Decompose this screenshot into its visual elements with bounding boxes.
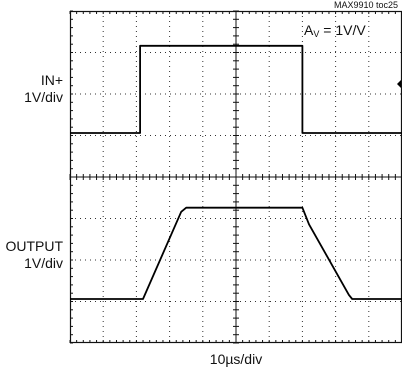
graticule <box>69 10 402 344</box>
timebase-label: 10µs/div <box>209 351 263 367</box>
waveform-traces <box>70 44 402 300</box>
channel-2-scale: 1V/div <box>24 255 63 271</box>
channel-2-label: OUTPUT 1V/div <box>5 238 63 272</box>
channel-1-name: IN+ <box>40 72 63 88</box>
channel-2-name: OUTPUT <box>5 238 63 254</box>
figure-id: MAX9910 toc25 <box>333 0 398 10</box>
channel-1-label: IN+ 1V/div <box>24 72 63 106</box>
trace-output <box>70 206 402 300</box>
gain-subscript: V <box>313 29 320 39</box>
gain-annotation: AV = 1V/V <box>304 22 366 39</box>
trace-input <box>70 44 402 134</box>
gain-symbol: A <box>304 22 314 38</box>
channel-1-scale: 1V/div <box>24 89 63 105</box>
gain-value: = 1V/V <box>319 22 366 38</box>
trigger-marker-icon <box>397 80 401 88</box>
